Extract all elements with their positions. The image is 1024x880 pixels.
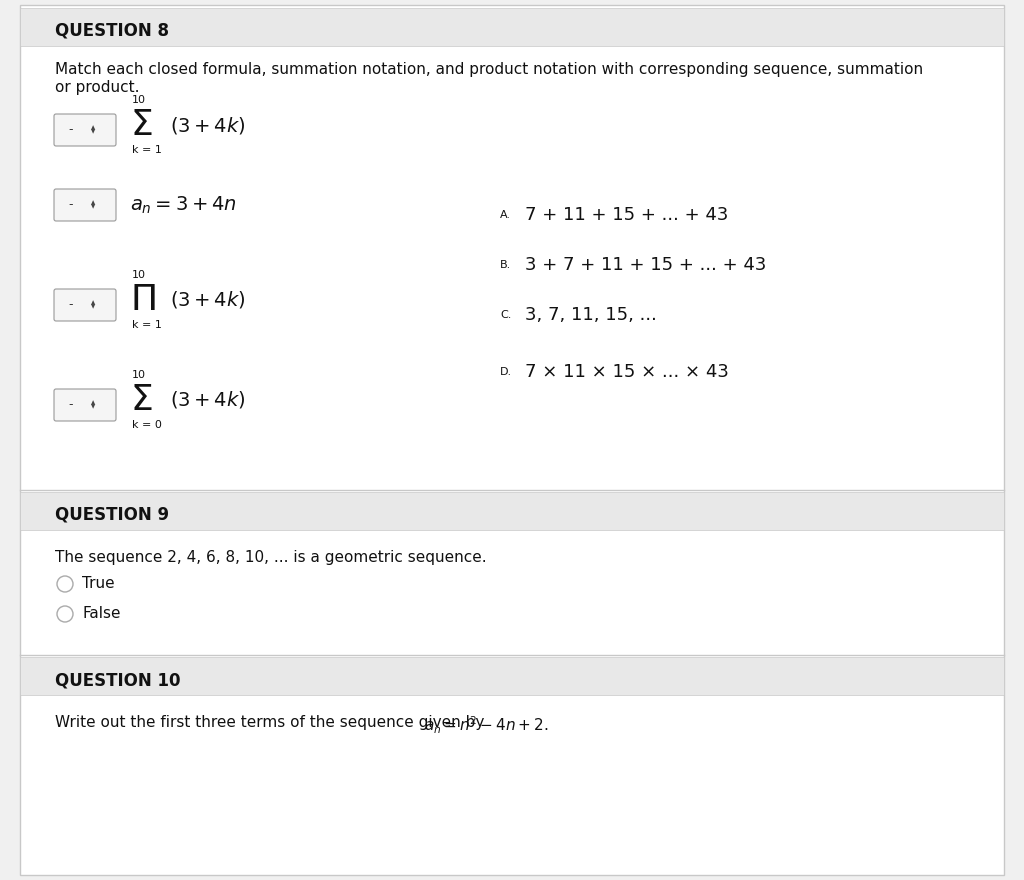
FancyBboxPatch shape: [54, 114, 116, 146]
Text: $(3 + 4k)$: $(3 + 4k)$: [170, 390, 246, 410]
Text: $\Sigma$: $\Sigma$: [130, 108, 153, 142]
Text: D.: D.: [500, 367, 512, 377]
Text: or product.: or product.: [55, 80, 139, 95]
Text: $(3+4k)$: $(3+4k)$: [170, 114, 246, 136]
Text: -: -: [69, 199, 74, 211]
Text: ▲
▼: ▲ ▼: [91, 300, 95, 310]
Text: ▲
▼: ▲ ▼: [91, 201, 95, 209]
Text: k = 1: k = 1: [132, 145, 162, 155]
Text: QUESTION 10: QUESTION 10: [55, 671, 180, 689]
FancyBboxPatch shape: [54, 289, 116, 321]
Text: -: -: [69, 123, 74, 136]
Text: True: True: [82, 576, 115, 591]
Text: Match each closed formula, summation notation, and product notation with corresp: Match each closed formula, summation not…: [55, 62, 923, 77]
Text: $a_n = 3 + 4n$: $a_n = 3 + 4n$: [130, 194, 237, 216]
Text: $(3 + 4k)$: $(3 + 4k)$: [170, 290, 246, 311]
Text: ▲
▼: ▲ ▼: [91, 400, 95, 409]
Text: 7 × 11 × 15 × ... × 43: 7 × 11 × 15 × ... × 43: [525, 363, 729, 381]
Text: 10: 10: [132, 370, 146, 380]
Text: k = 0: k = 0: [132, 420, 162, 430]
Text: False: False: [82, 606, 121, 621]
Text: 10: 10: [132, 95, 146, 105]
Text: 7 + 11 + 15 + ... + 43: 7 + 11 + 15 + ... + 43: [525, 206, 728, 224]
Text: 3 + 7 + 11 + 15 + ... + 43: 3 + 7 + 11 + 15 + ... + 43: [525, 256, 766, 274]
FancyBboxPatch shape: [20, 657, 1004, 695]
Text: 3, 7, 11, 15, ...: 3, 7, 11, 15, ...: [525, 306, 656, 324]
Text: ▲
▼: ▲ ▼: [91, 125, 95, 135]
Text: -: -: [69, 399, 74, 412]
Text: A.: A.: [500, 210, 511, 220]
FancyBboxPatch shape: [54, 389, 116, 421]
Text: -: -: [69, 298, 74, 312]
Text: Write out the first three terms of the sequence given by: Write out the first three terms of the s…: [55, 715, 489, 730]
FancyBboxPatch shape: [20, 492, 1004, 530]
Text: The sequence 2, 4, 6, 8, 10, ... is a geometric sequence.: The sequence 2, 4, 6, 8, 10, ... is a ge…: [55, 550, 486, 565]
Text: C.: C.: [500, 310, 511, 320]
Text: $\Pi$: $\Pi$: [130, 283, 156, 317]
Text: $\Sigma$: $\Sigma$: [130, 383, 153, 417]
Text: k = 1: k = 1: [132, 320, 162, 330]
Text: QUESTION 9: QUESTION 9: [55, 506, 169, 524]
FancyBboxPatch shape: [20, 8, 1004, 46]
Text: B.: B.: [500, 260, 511, 270]
Text: QUESTION 8: QUESTION 8: [55, 22, 169, 40]
FancyBboxPatch shape: [54, 189, 116, 221]
Text: $a_n = n^2 - 4n + 2.$: $a_n = n^2 - 4n + 2.$: [424, 715, 549, 737]
FancyBboxPatch shape: [20, 5, 1004, 875]
Text: 10: 10: [132, 270, 146, 280]
